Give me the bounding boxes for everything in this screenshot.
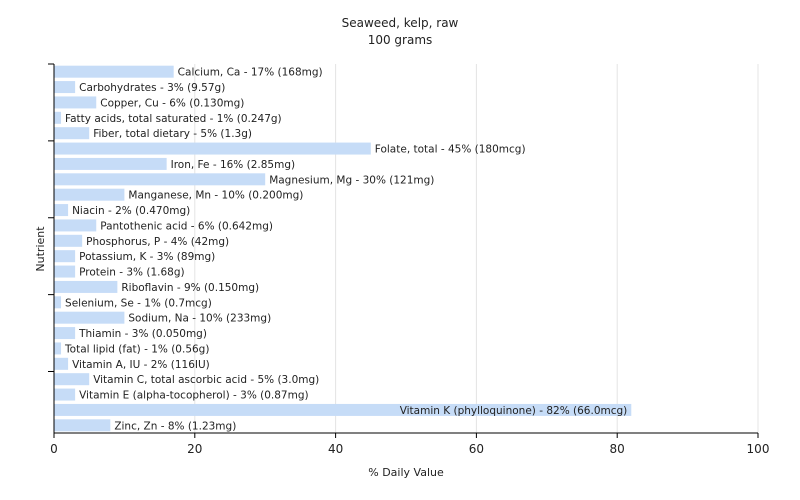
- axes: 0 20 40 60 80 100: [48, 63, 770, 456]
- bar-15: [54, 296, 62, 309]
- bar-label-21: Vitamin E (alpha-tocopherol) - 3% (0.87m…: [79, 390, 309, 402]
- x-tick-label-2: 40: [328, 442, 343, 456]
- bar-label-17: Thiamin - 3% (0.050mg): [78, 328, 207, 340]
- bar-label-10: Pantothenic acid - 6% (0.642mg): [100, 220, 273, 232]
- bar-13: [54, 265, 76, 278]
- chart-title: Seaweed, kelp, raw: [342, 16, 459, 30]
- bar-label-15: Selenium, Se - 1% (0.7mcg): [65, 297, 212, 309]
- bar-label-3: Fatty acids, total saturated - 1% (0.247…: [65, 113, 282, 125]
- bar-label-23: Zinc, Zn - 8% (1.23mg): [114, 420, 236, 432]
- bar-6: [54, 157, 167, 170]
- bar-9: [54, 204, 69, 217]
- bar-4: [54, 127, 90, 140]
- bar-19: [54, 357, 69, 370]
- y-axis-label: Nutrient: [34, 226, 47, 272]
- bar-12: [54, 250, 76, 263]
- bar-label-19: Vitamin A, IU - 2% (116IU): [72, 359, 210, 371]
- bar-label-12: Potassium, K - 3% (89mg): [79, 251, 215, 263]
- bar-label-14: Riboflavin - 9% (0.150mg): [121, 282, 259, 294]
- x-tick-label-3: 60: [469, 442, 484, 456]
- bar-label-1: Carbohydrates - 3% (9.57g): [79, 82, 225, 94]
- bar-16: [54, 311, 125, 324]
- bar-label-2: Copper, Cu - 6% (0.130mg): [100, 97, 244, 109]
- x-tick-label-0: 0: [50, 442, 58, 456]
- bar-label-11: Phosphorus, P - 4% (42mg): [86, 236, 229, 248]
- bar-label-6: Iron, Fe - 16% (2.85mg): [171, 159, 295, 171]
- bar-label-20: Vitamin C, total ascorbic acid - 5% (3.0…: [93, 374, 319, 386]
- bar-2: [54, 96, 97, 109]
- bar-8: [54, 188, 125, 201]
- bar-label-4: Fiber, total dietary - 5% (1.3g): [93, 128, 252, 140]
- bar-22: [54, 403, 632, 416]
- x-axis-label: % Daily Value: [368, 466, 444, 479]
- bar-11: [54, 234, 83, 247]
- x-tick-label-4: 80: [610, 442, 625, 456]
- grid-lines: [194, 64, 759, 433]
- bar-14: [54, 280, 118, 293]
- bar-label-13: Protein - 3% (1.68g): [79, 267, 185, 279]
- x-tick-label-1: 20: [187, 442, 202, 456]
- bar-21: [54, 388, 76, 401]
- x-tick-label-5: 100: [747, 442, 770, 456]
- bar-17: [54, 327, 76, 340]
- bar-label-22: Vitamin K (phylloquinone) - 82% (66.0mcg…: [400, 405, 628, 417]
- bar-18: [54, 342, 62, 355]
- bar-label-16: Sodium, Na - 10% (233mg): [128, 313, 271, 325]
- chart-subtitle: 100 grams: [368, 33, 433, 47]
- bar-label-8: Manganese, Mn - 10% (0.200mg): [128, 190, 303, 202]
- bar-label-9: Niacin - 2% (0.470mg): [72, 205, 190, 217]
- bar-0: [54, 65, 174, 78]
- bar-10: [54, 219, 97, 232]
- bar-20: [54, 373, 90, 386]
- bar-3: [54, 111, 62, 124]
- bar-label-5: Folate, total - 45% (180mcg): [375, 144, 526, 156]
- bar-1: [54, 81, 76, 94]
- bar-7: [54, 173, 266, 186]
- bars: Calcium, Ca - 17% (168mg) Carbohydrates -…: [54, 65, 632, 432]
- bar-5: [54, 142, 371, 155]
- bar-label-0: Calcium, Ca - 17% (168mg): [178, 67, 323, 79]
- bar-23: [54, 419, 111, 432]
- bar-label-18: Total lipid (fat) - 1% (0.56g): [64, 343, 209, 355]
- bar-label-7: Magnesium, Mg - 30% (121mg): [269, 174, 434, 186]
